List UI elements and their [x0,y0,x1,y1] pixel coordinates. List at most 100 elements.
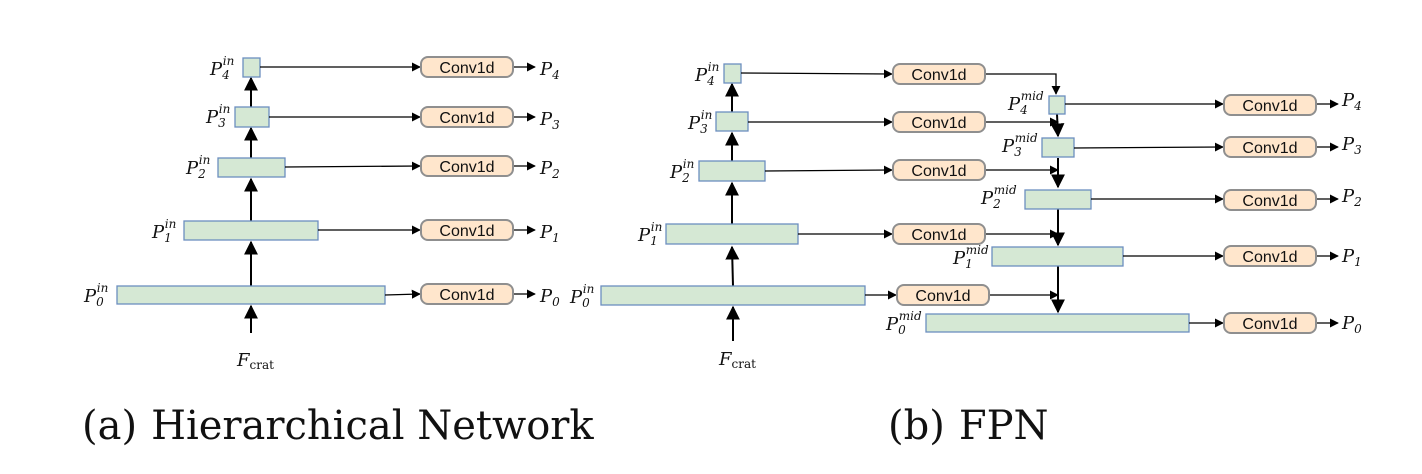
caption-a: (a) Hierarchical Network [82,403,594,449]
input-level-b-3: P3in Conv1d [687,108,1059,136]
conv1d-label: Conv1d [439,287,494,304]
feature-label: P0mid [885,309,922,337]
feature-label: P1in [637,220,662,248]
feature-block [1041,137,1075,158]
arrow-to-conv [1073,142,1224,152]
feature-label: P4mid [1007,89,1044,117]
conv1d-block [420,219,514,241]
feature-block [715,111,749,132]
mid-level-b-0: P0mid Conv1d P0 [885,309,1362,337]
conv1d-label: Conv1d [911,115,966,132]
feature-label: P0in [569,282,594,310]
conv1d-block [1223,136,1317,158]
output-label: P3 [1341,134,1362,157]
feature-block [723,63,742,84]
arrow-to-conv [284,161,421,171]
up-arrow-b-0 [725,245,740,287]
conv1d-block [892,159,986,181]
feature-block [217,157,286,178]
conv1d-label: Conv1d [1242,193,1297,210]
feature-label: P3mid [1001,131,1038,159]
conv1d-block [892,63,986,85]
mid-level-b-1: P1mid Conv1d P1 [952,243,1362,271]
feature-block [1048,95,1066,115]
conv1d-label: Conv1d [1242,249,1297,266]
feature-block [600,285,866,306]
feature-label: P0in [83,281,108,309]
feature-block [991,246,1124,267]
conv1d-label: Conv1d [1242,316,1297,333]
feature-label: P2in [185,153,210,181]
mid-level-b-4: P4mid Conv1d P4 [1007,89,1362,117]
conv1d-label: Conv1d [439,159,494,176]
output-label: P4 [1341,90,1362,113]
output-label: P0 [1341,313,1362,336]
feature-label: P2in [669,157,694,185]
conv1d-label: Conv1d [915,288,970,305]
output-label: P4 [539,59,560,82]
conv1d-label: Conv1d [1242,140,1297,157]
conv1d-block [1223,94,1317,116]
feature-label: P2mid [980,183,1017,211]
conv1d-block [420,155,514,177]
feature-label: P1in [151,217,176,245]
caption-b: (b) FPN [888,403,1049,449]
input-label: Fcrat [236,350,274,372]
feature-block [698,160,766,182]
input-level-b-4: P4in Conv1d [694,60,1061,95]
conv1d-block [892,111,986,133]
feature-block [925,313,1190,333]
feature-block [183,220,319,241]
input-label: Fcrat [718,349,756,371]
conv1d-block [1223,189,1317,211]
feature-block [234,106,270,128]
conv1d-label: Conv1d [439,60,494,77]
conv1d-block [892,223,986,245]
conv1d-block [420,56,514,78]
feature-label: P3in [687,108,712,136]
output-label: P0 [539,286,560,309]
down-arrow-b-4 [1050,113,1065,138]
conv1d-block [420,106,514,128]
feature-label: P1mid [952,243,989,271]
mid-level-b-2: P2mid Conv1d P2 [980,183,1362,211]
arrow-to-conv [764,165,893,175]
level-a-1: P1in Conv1d P1 [151,217,560,245]
feature-label: P3in [205,102,230,130]
arrow-to-conv [384,289,421,299]
conv1d-block [1223,312,1317,334]
feature-block [665,223,799,245]
level-a-2: P2in Conv1d P2 [185,153,560,181]
conv1d-label: Conv1d [439,110,494,127]
mid-level-b-3: P3mid Conv1d P3 [1001,131,1362,159]
output-label: P1 [1341,246,1362,269]
diagram-a: P0in Conv1d P0 P1in Conv1d P1 P2in Conv1… [82,54,594,449]
conv1d-label: Conv1d [439,223,494,240]
arrow-to-conv [740,69,893,79]
feature-label: P4in [209,54,234,82]
output-label: P1 [539,222,560,245]
level-a-0: P0in Conv1d P0 [83,281,560,309]
conv1d-label: Conv1d [911,227,966,244]
feature-block [242,57,261,78]
output-label: P2 [539,158,560,181]
output-label: P3 [539,109,560,132]
diagram-b: P0in Conv1d P1in Conv1d P2in Conv1d P3in [569,60,1362,449]
lateral-arrow [986,73,1061,95]
conv1d-block [896,284,990,306]
feature-block [1024,189,1092,210]
conv1d-label: Conv1d [911,67,966,84]
input-level-b-2: P2in Conv1d [669,157,1059,185]
output-label: P2 [1341,186,1362,209]
conv1d-block [420,283,514,305]
conv1d-block [1223,245,1317,267]
input-level-b-1: P1in Conv1d [637,220,1059,248]
level-a-4: P4in Conv1d P4 [209,54,560,82]
input-level-b-0: P0in Conv1d [569,282,1059,310]
conv1d-label: Conv1d [911,163,966,180]
level-a-3: P3in Conv1d P3 [205,102,560,132]
conv1d-label: Conv1d [1242,98,1297,115]
feature-block [116,285,386,305]
feature-label: P4in [694,60,719,88]
